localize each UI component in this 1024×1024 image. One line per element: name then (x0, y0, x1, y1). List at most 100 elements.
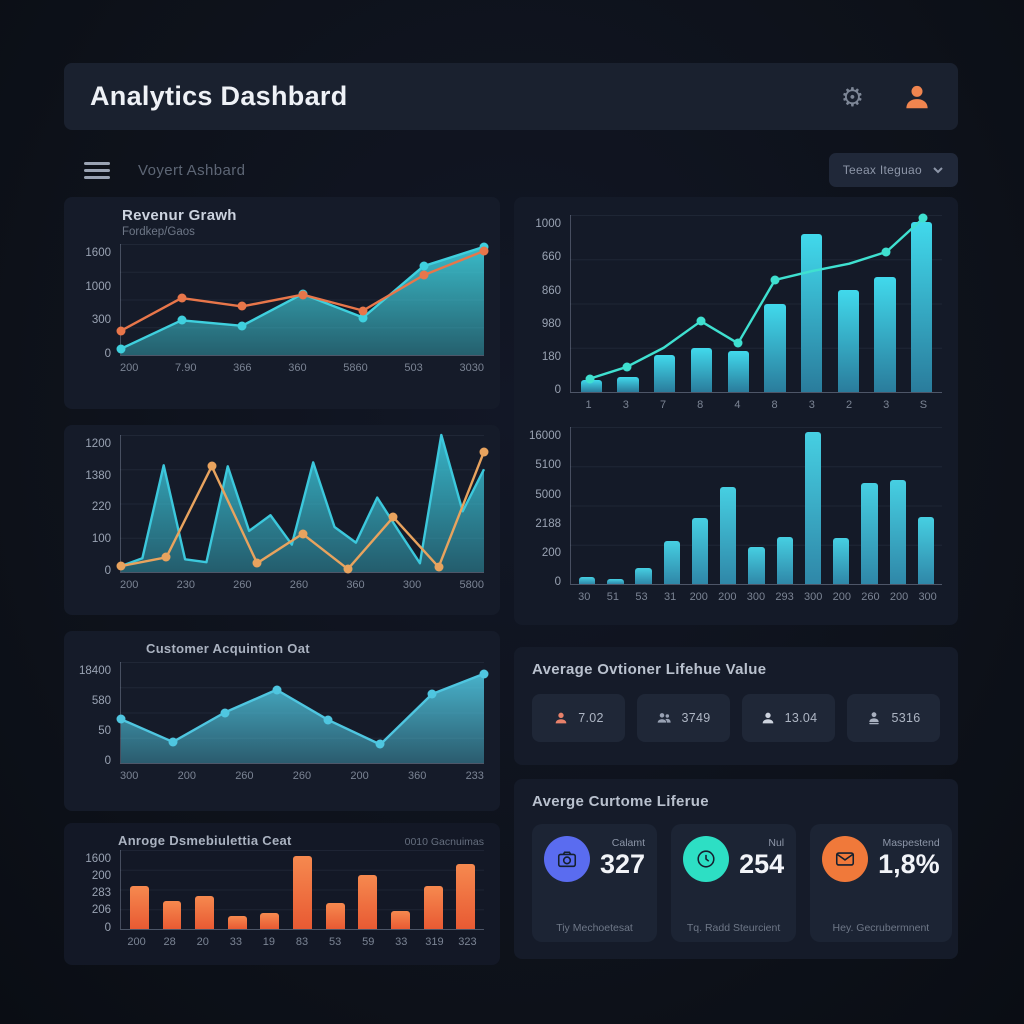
settings-gear-icon[interactable]: ⚙ (840, 81, 864, 112)
chart-title: Customer Acquintion Oat (146, 641, 310, 656)
data-point-dot (298, 529, 307, 539)
data-point-dot (375, 739, 385, 749)
distribution-cost-panel: Anroge Dsmebiulettia Ceat 0010 Gacnuimas 1… (64, 823, 500, 965)
card-value: 1,8% (878, 849, 940, 880)
stat-chip[interactable]: 3749 (637, 694, 730, 742)
bar (833, 537, 850, 584)
card-value: 327 (600, 849, 646, 880)
summary-panel: Averge Curtome Liferue Calamt 327 Tiy Mech… (514, 779, 958, 959)
stat-chip[interactable]: 13.04 (742, 694, 835, 742)
stat-chip[interactable]: 7.02 (532, 694, 625, 742)
revenue-growth-panel: Revenur Grawh Fordkep/Gaos 1600 1000 300 0 200… (64, 197, 500, 409)
stat-chip[interactable]: 5316 (847, 694, 940, 742)
users-icon (656, 710, 672, 726)
traffic-spikes-panel: 1200 1380 220 100 0 200 230 260 260 360 300 5800 (64, 425, 500, 615)
data-point-dot (419, 270, 428, 280)
summary-cards: Calamt 327 Tiy Mechoetesat Nul 254 Tq. Radd S… (532, 824, 952, 942)
revenue-growth-chart: Revenur Grawh Fordkep/Gaos 1600 1000 300 0 200… (74, 207, 489, 374)
bar (129, 885, 149, 929)
card-value: 254 (739, 849, 785, 880)
bar (162, 901, 182, 929)
data-point-dot (434, 562, 444, 572)
chevron-down-icon (933, 167, 943, 174)
camera-icon (544, 836, 590, 882)
right-charts-panel: 1000 660 860 980 180 0 1 3 7 8 4 8 3 2 3 S 16000 5100 500… (514, 197, 958, 625)
bar (776, 536, 793, 584)
summary-card[interactable]: Nul 254 Tq. Radd Steurcient (671, 824, 797, 942)
customer-acquisition-panel: Customer Acquintion Oat 18400 580 50 0 300 200… (64, 631, 500, 811)
bar (917, 517, 935, 584)
menu-icon[interactable] (84, 161, 110, 179)
stat-chip-value: 3749 (681, 711, 711, 725)
card-label: Calamt (611, 837, 646, 850)
chart-plot-area (120, 850, 484, 930)
data-point-dot (207, 461, 217, 471)
data-point-dot (116, 714, 126, 724)
bar (635, 568, 652, 584)
traffic-spikes-chart: 1200 1380 220 100 0 200 230 260 260 360 300 5800 (74, 435, 489, 591)
data-point-dot (918, 213, 928, 223)
data-point-dot (116, 344, 126, 354)
data-point-dot (733, 338, 743, 348)
y-axis-labels: 1200 1380 220 100 0 (85, 438, 111, 577)
chart-subtitle: Fordkep/Gaos (122, 226, 195, 238)
chart-plot-area (116, 242, 489, 356)
bar (727, 350, 749, 392)
bar (654, 355, 676, 392)
distribution-cost-chart: Anroge Dsmebiulettia Ceat 0010 Gacnuimas 1… (74, 833, 484, 948)
bar (580, 380, 602, 392)
data-point-dot (770, 275, 780, 285)
stat-chip-value: 7.02 (578, 711, 604, 725)
user-avatar-icon[interactable] (902, 82, 932, 112)
bar (390, 910, 410, 929)
page-title: Analytics Dashbard (90, 81, 348, 111)
data-point-dot (116, 561, 126, 571)
card-label: Maspestend (882, 837, 940, 850)
bar (874, 276, 896, 392)
customer-lifetime-value-panel: Average Ovtioner Lifehue Value 7.02 3749 1… (514, 647, 958, 765)
y-axis-labels: 18400 580 50 0 (79, 665, 111, 768)
chart-title: Anroge Dsmebiulettia Ceat (118, 833, 292, 848)
app-header: Analytics Dashbard ⚙ (64, 63, 958, 130)
bar (837, 290, 859, 392)
data-point-dot (161, 552, 171, 562)
data-point-dot (237, 301, 247, 311)
summary-card[interactable]: Maspestend 1,8% Hey. Gecrubermnent (810, 824, 952, 942)
customer-acquisition-chart: Customer Acquintion Oat 18400 580 50 0 300 200… (74, 641, 489, 782)
bar-series (571, 427, 942, 584)
right-column: 1000 660 860 980 180 0 1 3 7 8 4 8 3 2 3 S 16000 5100 500… (514, 197, 958, 959)
bar (764, 303, 786, 392)
bar (804, 431, 822, 584)
chart-plot-area (570, 427, 942, 585)
user-badge-icon (866, 710, 882, 726)
bar (748, 546, 765, 584)
toolbar: Voyert Ashbard Teeax Iteguao (64, 150, 958, 190)
filter-dropdown[interactable]: Teeax Iteguao (828, 153, 958, 187)
data-point-dot (237, 321, 247, 331)
bar (260, 913, 280, 929)
data-point-dot (419, 261, 428, 271)
chart-plot-area (116, 435, 489, 574)
bar (227, 915, 247, 929)
bar (861, 482, 878, 584)
x-axis-labels: 300 200 260 260 200 360 233 (120, 770, 484, 782)
chart-plot-area (116, 662, 489, 764)
y-axis-labels: 1600 200 283 206 0 (85, 853, 111, 934)
stat-chip-value: 13.04 (784, 711, 818, 725)
chart-note: 0010 Gacnuimas (404, 836, 484, 848)
data-point-dot (696, 316, 706, 326)
card-sublabel: Tiy Mechoetesat (556, 922, 633, 934)
bar-series (121, 850, 484, 929)
bar (691, 518, 709, 584)
user-icon (760, 710, 776, 726)
bar (293, 856, 312, 929)
x-axis-labels: 200 7.90 366 360 5860 503 3030 (120, 362, 484, 374)
bar (607, 578, 624, 584)
chart-title: Revenur Grawh (122, 207, 237, 224)
summary-card[interactable]: Calamt 327 Tiy Mechoetesat (532, 824, 658, 942)
data-point-dot (479, 447, 489, 457)
data-point-dot (479, 246, 489, 256)
y-axis-labels: 1600 1000 300 0 (85, 247, 111, 360)
bar (690, 347, 713, 392)
